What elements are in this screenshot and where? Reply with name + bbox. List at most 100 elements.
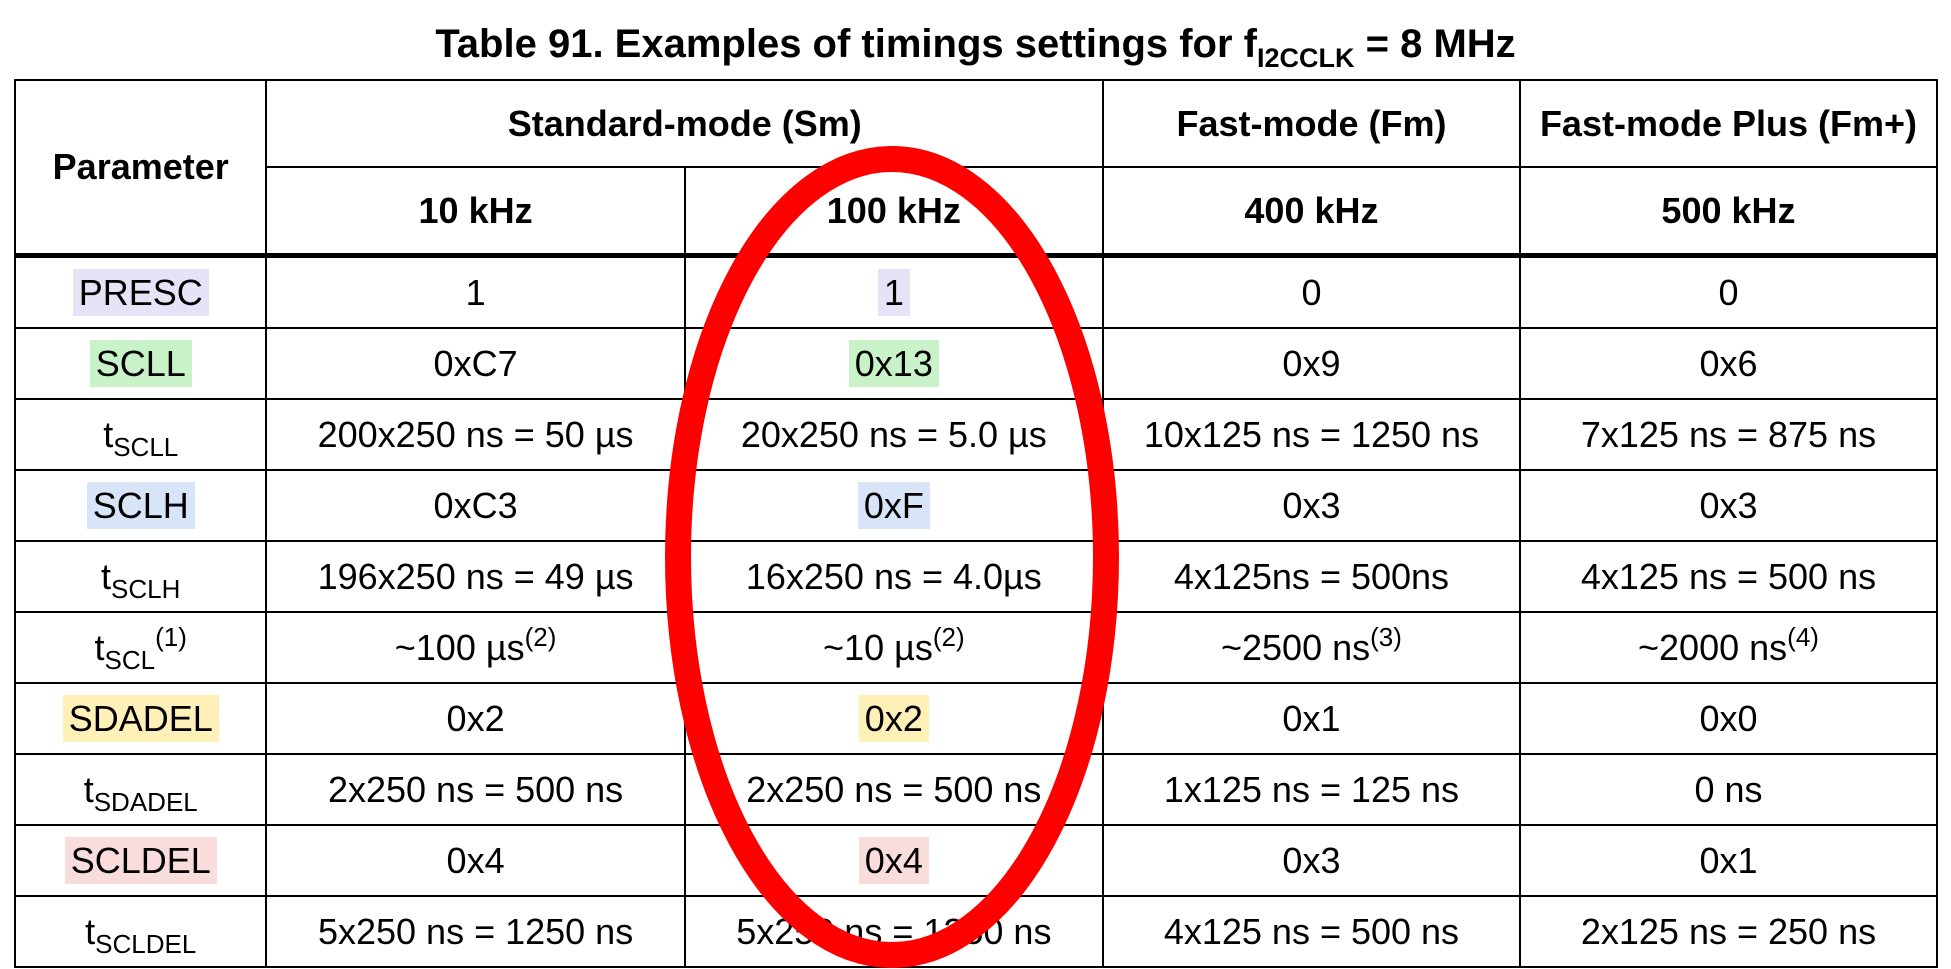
table-row: SDADEL 0x2 0x2 0x1 0x0	[13, 682, 1939, 755]
value-text: ~100 µs	[394, 626, 525, 668]
header-fast-mode-plus: Fast-mode Plus (Fm+)	[1518, 79, 1939, 168]
value-cell: 2x250 ns = 500 ns	[265, 753, 686, 826]
value-cell: 200x250 ns = 50 µs	[265, 398, 686, 471]
value-text: ~2500 ns	[1220, 626, 1371, 668]
highlighted-value: 0x4	[858, 836, 929, 884]
value-cell: 4x125 ns = 500 ns	[1518, 540, 1939, 613]
footnote-ref: (2)	[524, 621, 557, 652]
value-cell: 196x250 ns = 49 µs	[265, 540, 686, 613]
value-cell: 0xF	[683, 469, 1104, 542]
highlighted-value: 0xF	[857, 481, 930, 529]
value-cell: 10x125 ns = 1250 ns	[1101, 398, 1521, 471]
highlighted-value: 1	[877, 268, 910, 316]
value-cell: 2x250 ns = 500 ns	[683, 753, 1104, 826]
param-base: t	[101, 555, 112, 597]
footnote-ref: (3)	[1370, 621, 1402, 652]
param-subscript: SDADEL	[93, 786, 198, 817]
param-cell: SCLH	[13, 469, 268, 542]
caption-suffix: = 8 MHz	[1354, 22, 1516, 66]
value-cell: 0x13	[683, 327, 1104, 400]
value-cell: 0xC7	[265, 327, 686, 400]
value-cell: 0x4	[683, 824, 1104, 897]
value-cell: 4x125 ns = 500 ns	[1101, 895, 1521, 968]
value-cell: 5x250 ns = 1250 ns	[265, 895, 686, 968]
param-cell: tSCLH	[13, 540, 268, 613]
param-subscript: SCLDEL	[95, 928, 197, 959]
value-cell: 0x6	[1518, 327, 1939, 400]
value-cell: 1	[683, 254, 1104, 329]
value-cell: ~2000 ns(4)	[1518, 611, 1939, 684]
param-subscript: SCLH	[111, 573, 181, 604]
timing-table: Parameter Standard-mode (Sm) Fast-mode (…	[13, 79, 1939, 968]
param-label: SDADEL	[62, 694, 219, 742]
value-cell: 0x3	[1101, 824, 1521, 897]
value-cell: 0x3	[1518, 469, 1939, 542]
value-cell: 16x250 ns = 4.0µs	[683, 540, 1104, 613]
value-text: ~10 µs	[823, 626, 933, 668]
param-cell: tSDADEL	[13, 753, 268, 826]
param-base: t	[103, 413, 114, 455]
value-cell: ~10 µs(2)	[683, 611, 1104, 684]
param-base: t	[83, 768, 94, 810]
value-cell: ~100 µs(2)	[265, 611, 686, 684]
value-cell: 4x125ns = 500ns	[1101, 540, 1521, 613]
value-text: ~2000 ns	[1638, 626, 1788, 668]
param-cell: SDADEL	[13, 682, 268, 755]
param-label: SCLH	[86, 481, 195, 529]
header-100khz: 100 kHz	[683, 166, 1104, 258]
value-cell: 1	[265, 254, 686, 329]
value-cell: 0x4	[265, 824, 686, 897]
caption-prefix: Table 91. Examples of timings settings f…	[435, 22, 1257, 66]
table-row: tSCL(1) ~100 µs(2) ~10 µs(2) ~2500 ns(3)…	[13, 611, 1939, 684]
param-label: PRESC	[72, 268, 209, 316]
table-row: SCLH 0xC3 0xF 0x3 0x3	[13, 469, 1939, 542]
param-subscript: SCL	[104, 644, 156, 675]
value-cell: 5x250 ns = 1250 ns	[683, 895, 1104, 968]
value-cell: 0 ns	[1518, 753, 1939, 826]
header-10khz: 10 kHz	[265, 166, 686, 258]
highlighted-value: 0x13	[848, 339, 939, 387]
value-cell: 0xC3	[265, 469, 686, 542]
value-cell: 20x250 ns = 5.0 µs	[683, 398, 1104, 471]
param-cell: SCLL	[13, 327, 268, 400]
table-caption: Table 91. Examples of timings settings f…	[0, 18, 1951, 74]
value-cell: 0	[1101, 254, 1521, 329]
header-row-modes: Parameter Standard-mode (Sm) Fast-mode (…	[13, 79, 1939, 258]
param-cell: tSCLDEL	[13, 895, 268, 968]
header-fast-mode: Fast-mode (Fm)	[1101, 79, 1521, 168]
value-cell: 2x125 ns = 250 ns	[1518, 895, 1939, 968]
table-row: tSCLDEL 5x250 ns = 1250 ns 5x250 ns = 12…	[13, 895, 1939, 968]
value-cell: 0x9	[1101, 327, 1521, 400]
value-cell: 0x2	[683, 682, 1104, 755]
param-base: t	[85, 910, 96, 952]
highlighted-value: 0x2	[858, 694, 929, 742]
value-cell: 0	[1518, 254, 1939, 329]
param-base: t	[94, 626, 105, 668]
param-cell: SCLDEL	[13, 824, 268, 897]
param-cell: PRESC	[13, 254, 268, 329]
param-label: SCLDEL	[64, 836, 217, 884]
value-cell: 0x2	[265, 682, 686, 755]
table-row: tSCLL 200x250 ns = 50 µs 20x250 ns = 5.0…	[13, 398, 1939, 471]
footnote-ref: (1)	[155, 621, 187, 652]
header-parameter: Parameter	[13, 79, 268, 258]
value-cell: 7x125 ns = 875 ns	[1518, 398, 1939, 471]
value-cell: 0x1	[1101, 682, 1521, 755]
param-label: SCLL	[89, 339, 192, 387]
value-cell: 0x3	[1101, 469, 1521, 542]
footnote-ref: (2)	[932, 621, 965, 652]
header-500khz: 500 kHz	[1518, 166, 1939, 258]
footnote-ref: (4)	[1787, 621, 1819, 652]
table-row: tSDADEL 2x250 ns = 500 ns 2x250 ns = 500…	[13, 753, 1939, 826]
header-row-frequencies: 10 kHz 100 kHz 400 kHz 500 kHz	[15, 166, 1939, 258]
param-cell: tSCL(1)	[13, 611, 268, 684]
value-cell: 0x0	[1518, 682, 1939, 755]
param-cell: tSCLL	[13, 398, 268, 471]
caption-subscript: I2CCLK	[1257, 43, 1355, 73]
header-standard-mode: Standard-mode (Sm)	[265, 79, 1104, 168]
value-cell: 1x125 ns = 125 ns	[1101, 753, 1521, 826]
table-row: SCLL 0xC7 0x13 0x9 0x6	[13, 327, 1939, 400]
value-cell: 0x1	[1518, 824, 1939, 897]
table-row: PRESC 1 1 0 0	[13, 254, 1939, 329]
param-subscript: SCLL	[113, 431, 179, 462]
